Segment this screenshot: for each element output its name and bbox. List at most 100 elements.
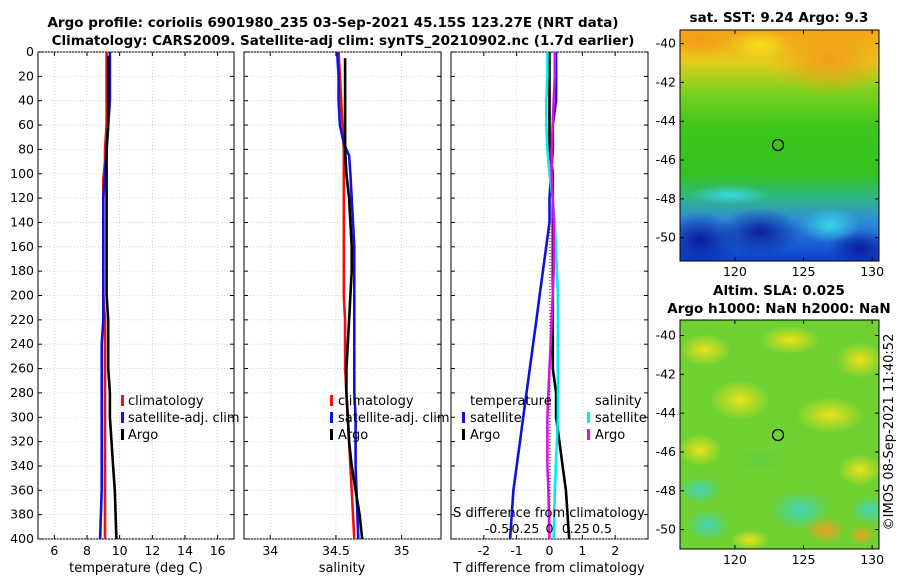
ytick-label: 400 <box>10 531 34 546</box>
legend-label-temp-satellite: satellite <box>470 411 522 426</box>
difference-xlabel: T difference from climatology <box>452 561 645 576</box>
ytick-label: 380 <box>10 507 34 522</box>
ytick-label: 240 <box>10 336 34 351</box>
temperature-legend: climatology satellite-adj. clim Argo <box>121 394 240 443</box>
xtick-label: 34 <box>262 543 278 558</box>
sst-map-frame <box>679 29 880 262</box>
map-ytick-label: -44 <box>656 405 676 420</box>
ytick-label: 220 <box>10 312 34 327</box>
map-ytick-label: -46 <box>656 444 676 459</box>
legend-label-satellite: satellite-adj. clim <box>338 411 450 426</box>
sla-map-title-line2: Argo h1000: NaN h2000: NaN <box>667 301 890 317</box>
map-xtick-label: 125 <box>792 264 816 279</box>
map-ytick-label: -42 <box>656 366 676 381</box>
xtick-label: 14 <box>177 543 193 558</box>
map-ytick-label: -48 <box>656 191 676 206</box>
legend-swatch-sal-argo <box>587 429 590 440</box>
xtick-label: -1 <box>510 543 522 558</box>
map-ytick-label: -42 <box>656 74 676 89</box>
salinity-legend: climatology satellite-adj. clim Argo <box>330 394 450 443</box>
series-line-satellite-adj-clim <box>335 52 360 539</box>
temperature-xlabel: temperature (deg C) <box>69 561 203 576</box>
sla-map-panel: Altim. SLA: 0.025 Argo h1000: NaN h2000:… <box>656 283 891 567</box>
legend-swatch-argo <box>330 429 333 440</box>
ytick-label: 320 <box>10 434 34 449</box>
xtick-label: 0 <box>546 543 554 558</box>
xtick-label: 1 <box>578 543 586 558</box>
map-ytick-label: -40 <box>656 36 676 51</box>
difference-x2label: S difference from climatology <box>453 506 645 521</box>
ytick-label: 20 <box>18 68 34 83</box>
legend-label-sal-argo: Argo <box>595 428 625 443</box>
xtick-label: 6 <box>50 543 58 558</box>
legend-swatch-argo <box>121 429 124 440</box>
x2tick-label: 0 <box>546 521 554 536</box>
legend-swatch-climatology <box>330 395 333 406</box>
difference-legend-salinity: salinity satellite Argo <box>587 394 647 443</box>
x2tick-label: -0.5 <box>485 521 509 536</box>
sst-argo-marker <box>771 138 785 152</box>
xtick-label: 10 <box>112 543 128 558</box>
xtick-label: 12 <box>144 543 160 558</box>
ytick-label: 120 <box>10 190 34 205</box>
map-ytick-label: -50 <box>656 522 676 537</box>
legend-label-satellite: satellite-adj. clim <box>128 411 240 426</box>
legend-label-argo: Argo <box>128 428 158 443</box>
series-line-salinity-satellite <box>544 52 560 539</box>
sst-map-panel: sat. SST: 9.24 Argo: 9.3 120 125 130 -40 -42… <box>656 10 885 279</box>
xtick-label: -2 <box>478 543 490 558</box>
difference-panel: -2 -1 0 1 2 T difference from climatology S … <box>450 51 649 576</box>
series-line-argo <box>343 58 364 539</box>
map-xtick-label: 130 <box>860 552 884 567</box>
ytick-label: 300 <box>10 409 34 424</box>
ytick-label: 0 <box>26 44 34 59</box>
xtick-label: 34.5 <box>322 543 350 558</box>
legend-label-climatology: climatology <box>128 394 204 409</box>
salinity-xlabel: salinity <box>319 561 366 576</box>
figure-title-line1: Argo profile: coriolis 6901980_235 03-Se… <box>47 15 618 31</box>
legend-swatch-temp-satellite <box>462 412 465 423</box>
map-ytick-label: -50 <box>656 230 676 245</box>
difference-legend-temperature: temperature satellite Argo <box>462 394 552 443</box>
sla-map-title-line1: Altim. SLA: 0.025 <box>713 283 845 299</box>
series-line-argo <box>105 55 118 539</box>
ytick-label: 140 <box>10 214 34 229</box>
series-line-salinity-argo <box>546 52 557 539</box>
ytick-label: 360 <box>10 482 34 497</box>
xtick-label: 2 <box>611 543 619 558</box>
sst-heatmap <box>680 30 879 261</box>
x2tick-label: 0.5 <box>592 521 612 536</box>
ytick-label: 200 <box>10 288 34 303</box>
legend-swatch-climatology <box>121 395 124 406</box>
legend-swatch-satellite <box>121 412 124 423</box>
ytick-label: 280 <box>10 385 34 400</box>
temperature-axes-frame <box>37 51 235 540</box>
map-xtick-label: 120 <box>723 264 747 279</box>
figure-title-line2: Climatology: CARS2009. Satellite-adj cli… <box>52 33 635 49</box>
x2tick-label: 0.25 <box>562 521 590 536</box>
sla-argo-marker <box>771 428 785 442</box>
xtick-label: 8 <box>83 543 91 558</box>
ytick-label: 40 <box>18 93 34 108</box>
sst-map-title: sat. SST: 9.24 Argo: 9.3 <box>690 10 869 26</box>
map-ytick-label: -46 <box>656 152 676 167</box>
legend-label-argo: Argo <box>338 428 368 443</box>
map-xtick-label: 120 <box>723 552 747 567</box>
ytick-label: 340 <box>10 458 34 473</box>
map-ytick-label: -40 <box>656 328 676 343</box>
legend-label-temp-argo: Argo <box>470 428 500 443</box>
legend-swatch-temp-argo <box>462 429 465 440</box>
salinity-panel: 34 34.5 35 salinity climatology satellite-… <box>243 51 450 576</box>
legend-swatch-sal-satellite <box>587 412 590 423</box>
ytick-label: 100 <box>10 166 34 181</box>
legend-label-climatology: climatology <box>338 394 414 409</box>
map-xtick-label: 130 <box>860 264 884 279</box>
map-xtick-label: 125 <box>792 552 816 567</box>
ytick-label: 80 <box>18 141 34 156</box>
legend-heading-temperature: temperature <box>470 394 552 409</box>
map-ytick-label: -48 <box>656 483 676 498</box>
xtick-label: 35 <box>394 543 410 558</box>
imos-credit: ©IMOS 08-Sep-2021 11:40:52 <box>882 334 897 531</box>
temperature-panel: 0 20 40 60 80 100 120 140 160 180 200 220 240 260 280 3… <box>10 44 239 576</box>
